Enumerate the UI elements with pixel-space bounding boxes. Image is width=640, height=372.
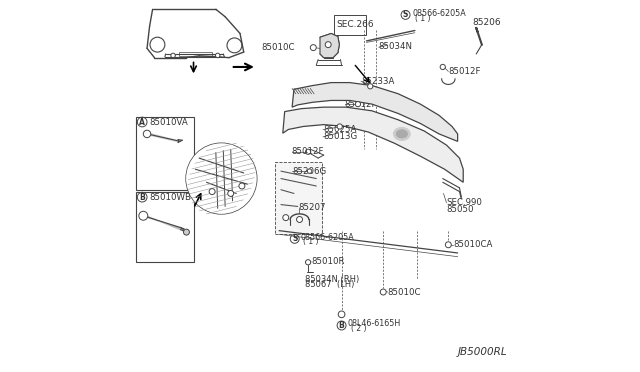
Text: 85233A: 85233A	[361, 77, 394, 86]
Text: SEC.266: SEC.266	[337, 20, 374, 29]
Text: 08566-6205A: 08566-6205A	[412, 9, 466, 18]
Text: 08566-6205A: 08566-6205A	[301, 233, 355, 242]
Circle shape	[209, 189, 215, 195]
Circle shape	[337, 124, 342, 129]
Text: 85206G: 85206G	[292, 167, 326, 176]
Text: 85067  (LH): 85067 (LH)	[305, 280, 355, 289]
Text: 85012F: 85012F	[292, 147, 324, 156]
FancyBboxPatch shape	[136, 117, 193, 190]
Text: ( 2 ): ( 2 )	[351, 324, 366, 333]
Text: S: S	[403, 10, 408, 19]
Text: 85013G: 85013G	[323, 132, 357, 141]
Text: 85010CA: 85010CA	[453, 240, 493, 249]
Text: B: B	[339, 321, 344, 330]
Text: 85010C: 85010C	[388, 288, 421, 296]
Text: 08L46-6165H: 08L46-6165H	[348, 319, 401, 328]
Circle shape	[355, 102, 360, 107]
Text: JB5000RL: JB5000RL	[458, 347, 508, 356]
FancyBboxPatch shape	[275, 162, 322, 234]
Polygon shape	[292, 83, 458, 141]
Text: 85012F: 85012F	[449, 67, 481, 76]
Text: 85010C: 85010C	[262, 43, 295, 52]
Circle shape	[445, 242, 451, 248]
Circle shape	[325, 42, 331, 48]
Text: ( 1 ): ( 1 )	[415, 14, 430, 23]
Text: ( 1 ): ( 1 )	[303, 237, 319, 246]
FancyBboxPatch shape	[136, 192, 193, 262]
Circle shape	[184, 229, 189, 235]
Polygon shape	[283, 107, 463, 182]
Text: 85012F: 85012F	[344, 100, 377, 109]
Circle shape	[367, 84, 373, 89]
Text: SEC.990: SEC.990	[447, 198, 483, 207]
Ellipse shape	[394, 128, 410, 141]
Text: 85050: 85050	[447, 205, 474, 214]
Text: A: A	[140, 118, 145, 126]
Text: 85034N: 85034N	[379, 42, 413, 51]
Circle shape	[283, 215, 289, 221]
Circle shape	[171, 53, 175, 58]
Circle shape	[296, 217, 303, 222]
Circle shape	[338, 311, 345, 318]
FancyBboxPatch shape	[334, 15, 365, 35]
Ellipse shape	[396, 130, 408, 138]
Circle shape	[307, 169, 312, 173]
Text: 85034N (RH): 85034N (RH)	[305, 275, 360, 284]
Circle shape	[228, 190, 234, 196]
Circle shape	[216, 53, 220, 58]
Circle shape	[380, 289, 386, 295]
Circle shape	[187, 144, 256, 213]
Circle shape	[239, 183, 245, 189]
Circle shape	[440, 64, 445, 70]
Circle shape	[143, 130, 151, 138]
Text: B: B	[140, 193, 145, 202]
Text: 85010R: 85010R	[311, 257, 344, 266]
Text: 85207: 85207	[299, 203, 326, 212]
Text: 85206: 85206	[472, 18, 501, 27]
Text: S: S	[292, 234, 298, 243]
FancyBboxPatch shape	[179, 52, 212, 56]
Circle shape	[139, 211, 148, 220]
Polygon shape	[320, 33, 339, 58]
Circle shape	[305, 260, 310, 265]
Circle shape	[310, 45, 316, 51]
Text: 85025A: 85025A	[323, 125, 356, 134]
Text: 85010VA: 85010VA	[150, 118, 188, 126]
Text: 85010WB: 85010WB	[149, 193, 191, 202]
